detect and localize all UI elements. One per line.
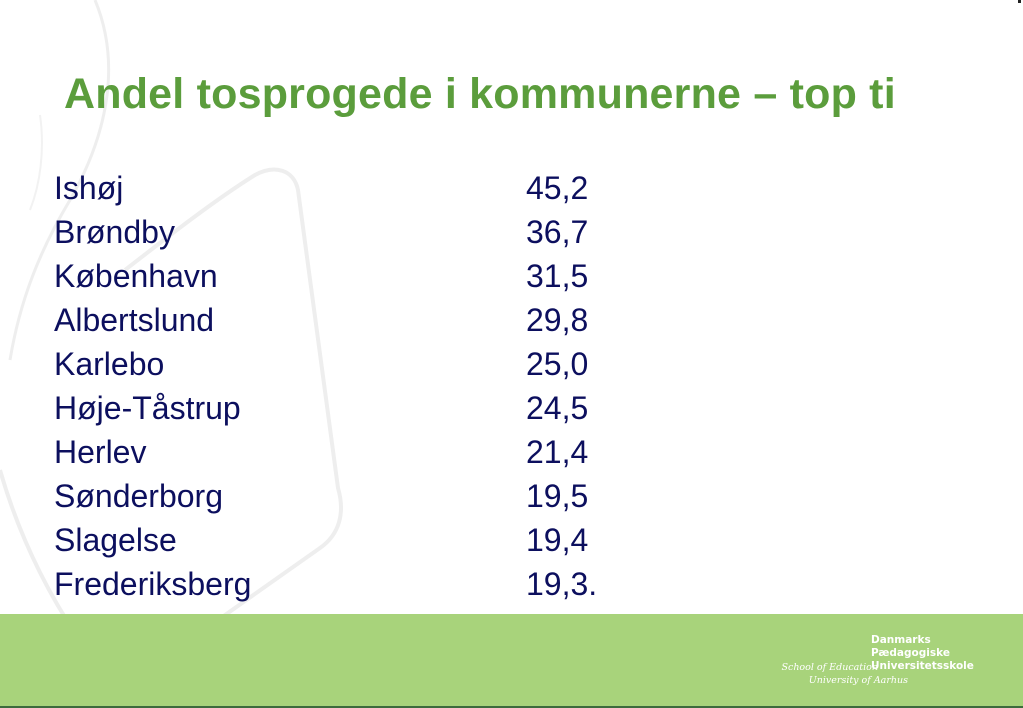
municipality-table: Ishøj 45,2 Brøndby 36,7 København 31,5 A…: [54, 166, 674, 606]
municipality-name: Herlev: [54, 434, 147, 470]
table-row: Herlev 21,4: [54, 430, 674, 474]
municipality-name: Slagelse: [54, 522, 177, 558]
share-value: 36,7: [526, 214, 589, 250]
footer-divider: [0, 706, 1023, 708]
share-value: 24,5: [526, 390, 589, 426]
municipality-name: Karlebo: [54, 346, 165, 382]
logo-school-text: School of Education University of Aarhus: [781, 661, 908, 686]
table-row: Sønderborg 19,5: [54, 474, 674, 518]
municipality-name: Sønderborg: [54, 478, 223, 514]
municipality-name: København: [54, 258, 218, 294]
table-row: Karlebo 25,0: [54, 342, 674, 386]
logo-school-line2: University of Aarhus: [808, 675, 908, 686]
table-row: København 31,5: [54, 254, 674, 298]
table-row: Albertslund 29,8: [54, 298, 674, 342]
share-value: 29,8: [526, 302, 589, 338]
table-row: Ishøj 45,2: [54, 166, 674, 210]
share-value: 31,5: [526, 258, 589, 294]
table-row: Brøndby 36,7: [54, 210, 674, 254]
logo-institution-line3: Universitetsskole: [871, 660, 974, 672]
table-row: Høje-Tåstrup 24,5: [54, 386, 674, 430]
municipality-name: Frederiksberg: [54, 566, 252, 602]
logo-institution-line1: Danmarks: [871, 634, 931, 646]
municipality-name: Høje-Tåstrup: [54, 390, 241, 426]
footer-band: [0, 614, 1023, 708]
logo-school-line1: School of Education: [781, 662, 878, 673]
university-logo: School of Education University of Aarhus…: [778, 634, 988, 690]
table-row: Frederiksberg 19,3.: [54, 562, 674, 606]
municipality-name: Albertslund: [54, 302, 215, 338]
corner-mark: [1018, 0, 1021, 3]
share-value: 19,3.: [526, 566, 598, 602]
logo-institution-text: Danmarks Pædagogiske Universitetsskole: [871, 634, 974, 673]
municipality-name: Brøndby: [54, 214, 175, 250]
share-value: 25,0: [526, 346, 589, 382]
share-value: 19,4: [526, 522, 589, 558]
municipality-name: Ishøj: [54, 170, 124, 206]
share-value: 19,5: [526, 478, 589, 514]
share-value: 45,2: [526, 170, 589, 206]
logo-institution-line2: Pædagogiske: [871, 647, 950, 659]
share-value: 21,4: [526, 434, 589, 470]
table-row: Slagelse 19,4: [54, 518, 674, 562]
slide-title: Andel tosprogede i kommunerne – top ti: [64, 70, 896, 118]
